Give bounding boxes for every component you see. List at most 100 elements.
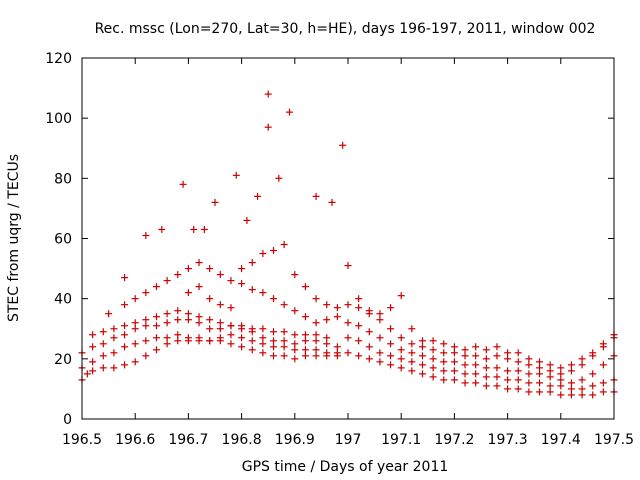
x-tick-label: 196.9 — [275, 432, 315, 448]
chart-title: Rec. mssc (Lon=270, Lat=30, h=HE), days … — [95, 21, 596, 37]
data-point — [333, 343, 341, 351]
data-point — [418, 361, 426, 369]
data-point — [238, 343, 246, 351]
data-point — [131, 358, 139, 366]
data-point — [344, 334, 352, 342]
data-point — [259, 289, 267, 297]
data-point — [121, 343, 129, 351]
data-point — [259, 334, 267, 342]
series-peaks — [121, 90, 347, 282]
data-point — [163, 340, 171, 348]
data-point — [301, 346, 309, 354]
data-point — [206, 265, 214, 273]
data-point — [280, 241, 288, 249]
data-point — [440, 358, 448, 366]
data-point — [280, 352, 288, 360]
data-point — [83, 370, 91, 378]
data-point — [174, 337, 182, 345]
data-point — [408, 367, 416, 375]
data-point — [174, 307, 182, 315]
data-point — [557, 382, 565, 390]
data-point — [546, 367, 554, 375]
data-point — [312, 352, 320, 360]
data-point — [397, 334, 405, 342]
data-point — [450, 349, 458, 357]
data-point — [376, 334, 384, 342]
data-point — [333, 304, 341, 312]
series-arc-2 — [78, 331, 341, 372]
data-point — [429, 337, 437, 345]
data-point — [429, 355, 437, 363]
data-point — [216, 301, 224, 309]
data-point — [514, 385, 522, 393]
data-point — [280, 328, 288, 336]
data-point — [248, 346, 256, 354]
data-point — [328, 198, 336, 206]
data-point — [121, 301, 129, 309]
data-point — [578, 391, 586, 399]
data-point — [557, 364, 565, 372]
data-point — [291, 340, 299, 348]
data-point — [599, 340, 607, 348]
data-point — [216, 271, 224, 279]
data-point — [450, 376, 458, 384]
data-point — [200, 225, 208, 233]
data-point — [397, 346, 405, 354]
data-point — [323, 334, 331, 342]
data-point — [270, 247, 278, 255]
data-point — [339, 141, 347, 149]
data-point — [142, 289, 150, 297]
data-point — [291, 355, 299, 363]
data-point — [105, 310, 113, 318]
data-point — [514, 349, 522, 357]
data-point — [546, 388, 554, 396]
data-point — [504, 385, 512, 393]
data-point — [142, 322, 150, 330]
data-point — [301, 313, 309, 321]
data-point — [344, 349, 352, 357]
data-point — [99, 364, 107, 372]
data-point — [429, 373, 437, 381]
data-point — [440, 376, 448, 384]
data-point — [504, 376, 512, 384]
data-point — [599, 379, 607, 387]
data-point — [323, 316, 331, 324]
data-point — [243, 216, 251, 224]
data-point — [89, 331, 97, 339]
data-point — [152, 283, 160, 291]
data-point — [536, 364, 544, 372]
data-point — [275, 174, 283, 182]
data-point — [227, 304, 235, 312]
series-arc-4 — [89, 307, 331, 342]
data-point — [270, 352, 278, 360]
data-point — [259, 250, 267, 258]
data-point — [232, 171, 240, 179]
data-point — [89, 358, 97, 366]
x-tick-label: 197.1 — [381, 432, 421, 448]
data-point — [259, 325, 267, 333]
data-point — [301, 352, 309, 360]
data-point — [397, 355, 405, 363]
data-point — [482, 373, 490, 381]
data-point — [248, 325, 256, 333]
data-point — [525, 388, 533, 396]
data-point — [142, 316, 150, 324]
data-point — [211, 198, 219, 206]
data-point — [216, 319, 224, 327]
y-tick-label: 120 — [45, 51, 72, 67]
data-point — [450, 367, 458, 375]
data-point — [301, 331, 309, 339]
data-point — [472, 370, 480, 378]
data-point — [195, 259, 203, 267]
data-point — [387, 304, 395, 312]
data-point — [312, 346, 320, 354]
data-point — [514, 358, 522, 366]
data-point — [163, 319, 171, 327]
data-point — [248, 259, 256, 267]
data-point — [184, 289, 192, 297]
data-point — [163, 310, 171, 318]
data-point — [387, 361, 395, 369]
data-point — [99, 352, 107, 360]
data-point — [206, 295, 214, 303]
